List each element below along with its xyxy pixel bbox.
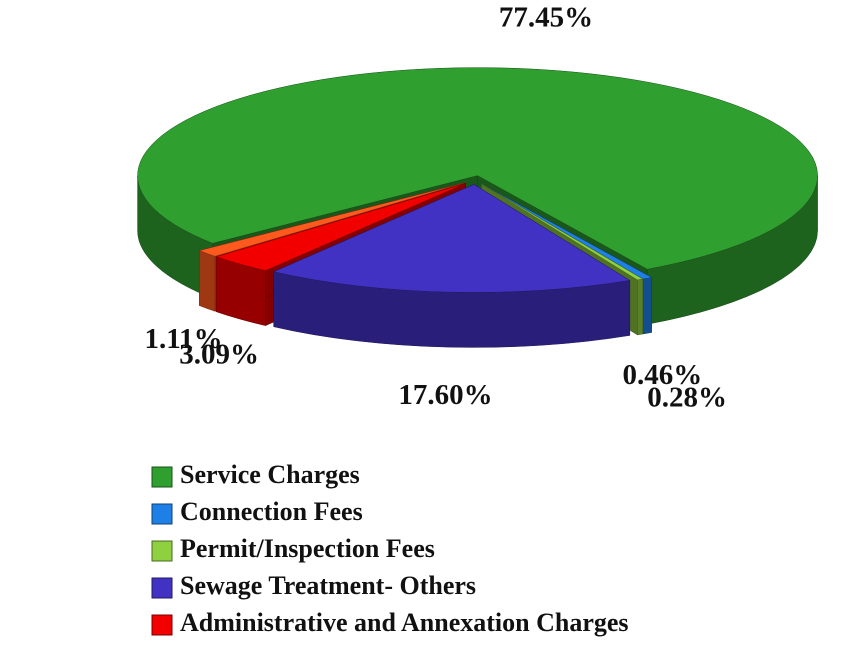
- legend-label: Service Charges: [180, 460, 360, 489]
- slice: [198, 182, 465, 257]
- slice: [137, 67, 818, 270]
- value-label: 0.28%: [647, 382, 727, 414]
- slice-side: [199, 250, 216, 312]
- value-label: 0.46%: [623, 359, 703, 391]
- value-label: 77.45%: [499, 2, 593, 34]
- legend-swatch: [151, 577, 173, 599]
- slice-side: [637, 278, 643, 336]
- legend-label: Sewage Treatment- Others: [180, 571, 476, 600]
- value-label: 3.09%: [179, 338, 259, 370]
- slice: [272, 184, 631, 293]
- legend-swatch: [151, 466, 173, 488]
- legend-swatch: [151, 540, 173, 562]
- slice: [481, 183, 644, 281]
- slice-group: [272, 183, 631, 348]
- value-label: 17.60%: [398, 379, 492, 411]
- legend-label: Connection Fees: [180, 497, 363, 526]
- legend-swatch: [151, 614, 173, 636]
- slice-side: [642, 277, 652, 335]
- legend-swatch: [151, 503, 173, 525]
- legend-label: Administrative and Annexation Charges: [180, 608, 629, 637]
- slice: [215, 183, 466, 271]
- legend-label: Permit/Inspection Fees: [180, 534, 435, 563]
- value-label: 1.11%: [144, 323, 222, 355]
